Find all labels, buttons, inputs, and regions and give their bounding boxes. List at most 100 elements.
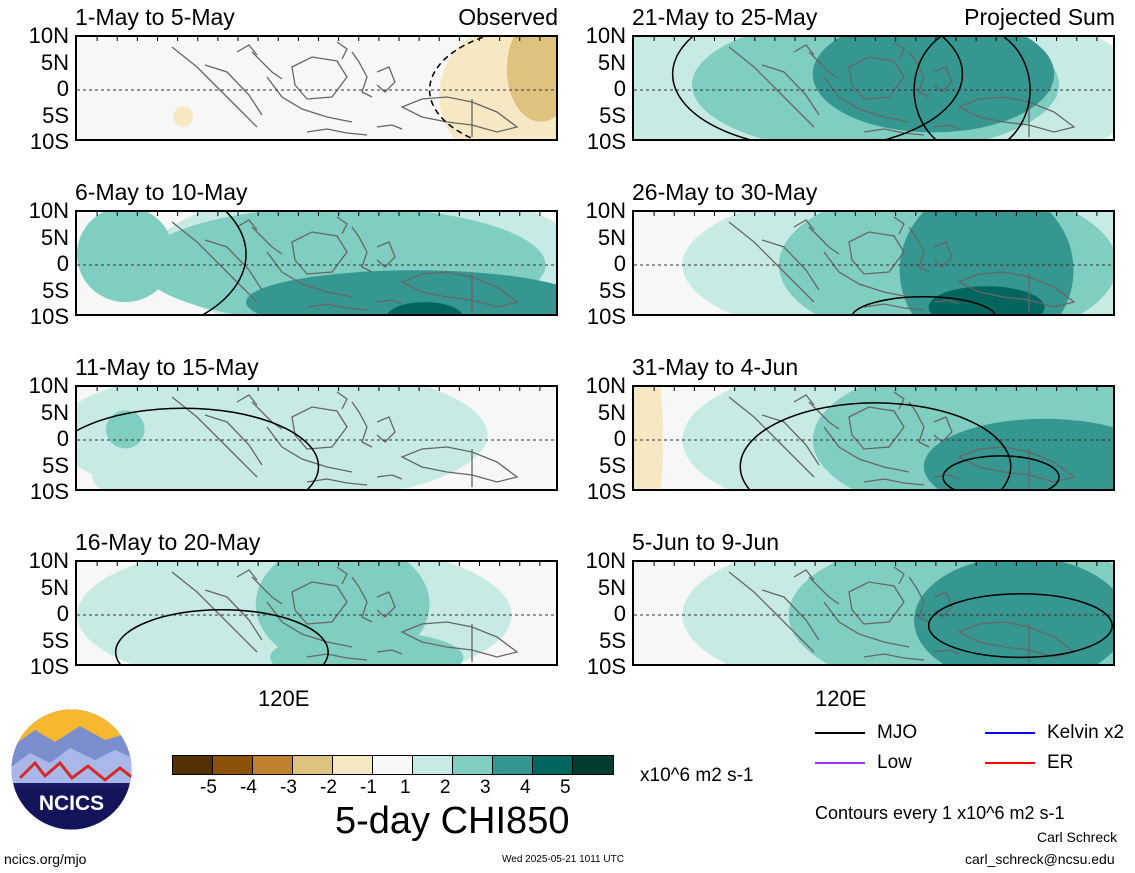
lat-tick-label: 5S [599,627,626,653]
coastline [908,226,930,273]
coastline [376,591,396,618]
coastline [376,241,396,268]
mjo-contour [913,37,1031,139]
colorbar-tick-label: -5 [200,777,217,798]
coastline [933,474,960,480]
lat-tick-label: 10N [28,198,69,223]
lat-tick-label: 10S [586,129,626,154]
map-panel [75,560,558,666]
mjo-contour [671,37,964,139]
map-panel [632,35,1115,141]
colorbar-units: x10^6 m2 s-1 [640,765,754,786]
coastline [251,51,283,80]
coastline [376,416,396,443]
coastline [204,64,263,116]
lat-tick-label: 5S [42,102,69,128]
site-link[interactable]: ncics.org/mjo [4,851,87,867]
colorbar-tick-label: 3 [480,777,491,798]
coastline [291,406,348,450]
coastline [306,128,368,136]
coastline [251,226,283,255]
lat-tick-label: 5S [599,452,626,478]
lat-tick-label: 0 [56,251,69,276]
colorbar-swatch [293,756,333,774]
coastline [848,231,905,275]
colorbar-swatch [173,756,213,774]
lat-tick-label: 0 [613,76,626,101]
map-panel [632,385,1115,491]
colorbar-tick-label: -1 [360,777,377,798]
colorbar-swatch [373,756,413,774]
legend-label: ER [1047,752,1074,773]
legend-swatch [815,762,865,764]
lat-tick-label: 10N [28,548,69,573]
coastline [376,124,403,130]
coastline [893,391,905,410]
coastline [933,124,960,130]
coastline [728,396,815,478]
colorbar-tick-label: 2 [440,777,451,798]
mjo-contour [927,593,1113,659]
mjo-contour [851,296,996,314]
coastline [376,474,403,480]
lat-tick-label: 5S [42,277,69,303]
coastline [793,394,815,406]
coastline [236,394,258,406]
mjo-contour [739,402,1012,489]
coastline [957,446,1076,483]
lat-tick-label: 5N [40,49,69,75]
mjo-contour [202,212,247,314]
mjo-contour [77,407,320,489]
lat-tick-label: 0 [613,601,626,626]
coastline [171,571,258,653]
panel-title: 26-May to 30-May [632,179,818,205]
coastline [848,581,905,625]
coastline [171,396,258,478]
coastline [728,46,815,128]
coastline [933,591,953,618]
lat-tick-label: 5S [599,102,626,128]
coastline [848,56,905,100]
coastline [908,51,930,98]
author-email: carl_schreck@ncsu.edu [965,851,1115,867]
panel-title: 6-May to 10-May [75,179,248,205]
colorbar-swatches [172,755,614,775]
lat-tick-label: 10S [29,479,69,504]
lat-tick-label: 5S [42,452,69,478]
coastline [236,569,258,581]
colorbar-swatch [453,756,493,774]
map-svg [634,212,1113,314]
colorbar-swatch [333,756,373,774]
lon-tick-label-right: 120E [815,686,867,711]
lat-tick-label: 5N [597,399,626,425]
legend-label: Kelvin x2 [1047,722,1125,743]
ncics-logo[interactable]: NCICS [10,708,133,831]
map-svg [634,562,1113,664]
coastline [933,66,953,93]
colorbar-tick-label: -2 [320,777,337,798]
coastline [351,226,373,273]
coastline [376,66,396,93]
coastline [171,221,258,303]
coastline [908,576,930,623]
coastline [291,231,348,275]
logo-text: NCICS [38,792,105,815]
panel-title: 5-Jun to 9-Jun [632,529,780,555]
coastline [793,219,815,231]
lat-tick-label: 0 [613,426,626,451]
coastline [236,44,258,56]
anomaly-region [387,302,463,314]
anomaly-region [173,105,193,128]
panel-title: 1-May to 5-May [75,4,235,30]
timestamp: Wed 2025-05-21 1011 UTC [502,854,624,865]
coastline [863,653,925,661]
coastline [848,406,905,450]
chart-title: 5-day CHI850 [335,800,570,842]
legend-label: Low [877,752,912,773]
anomaly-region [105,410,145,449]
anomaly-region [812,37,1055,133]
lat-tick-label: 10N [585,548,626,573]
lat-tick-label: 10S [29,129,69,154]
map-svg [634,37,1113,139]
anomaly-region [77,387,488,489]
